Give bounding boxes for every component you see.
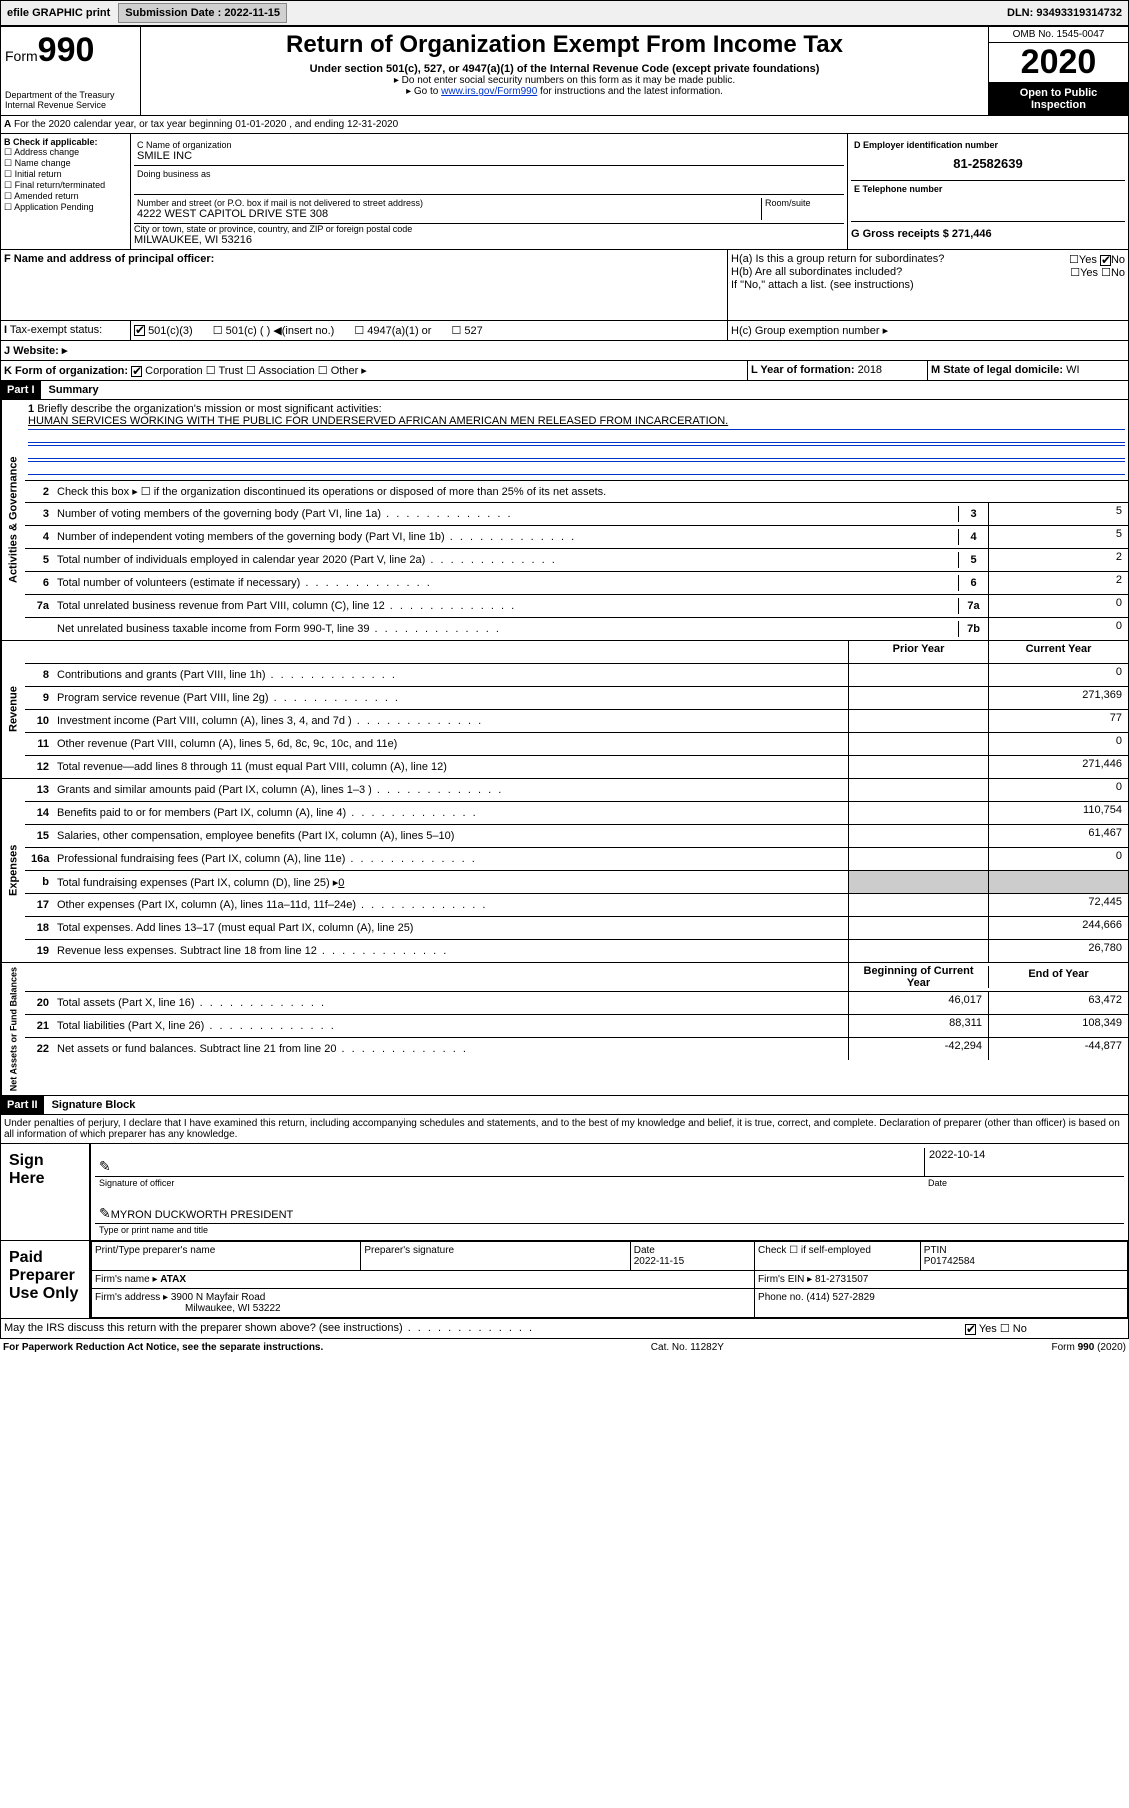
- vert-expenses: Expenses: [1, 779, 25, 962]
- ptin: P01742584: [924, 1256, 975, 1267]
- firm-phone: (414) 527-2829: [806, 1292, 874, 1303]
- firm-addr2: Milwaukee, WI 53222: [185, 1303, 281, 1314]
- box-deg: D Employer identification number81-25826…: [848, 134, 1128, 249]
- l4-val: 5: [988, 526, 1128, 548]
- submission-date[interactable]: Submission Date : 2022-11-15: [118, 3, 287, 23]
- box-f-label: F Name and address of principal officer:: [4, 253, 214, 265]
- firm-addr1: 3900 N Mayfair Road: [171, 1292, 266, 1303]
- corp-check[interactable]: [131, 366, 142, 377]
- l21-cy: 108,349: [988, 1015, 1128, 1037]
- l8-val: 0: [988, 664, 1128, 686]
- revenue-block: Revenue Prior YearCurrent Year 8Contribu…: [0, 641, 1129, 779]
- discuss-row: May the IRS discuss this return with the…: [0, 1319, 1129, 1339]
- top-bar: efile GRAPHIC print Submission Date : 20…: [0, 0, 1129, 26]
- year-formation: 2018: [858, 364, 882, 376]
- vert-netassets: Net Assets or Fund Balances: [1, 963, 25, 1095]
- org-address: 4222 WEST CAPITOL DRIVE STE 308: [137, 208, 761, 220]
- signature-block: Sign Here ✎2022-10-14 Signature of offic…: [0, 1144, 1129, 1319]
- website-label: J Website: ▸: [4, 345, 67, 357]
- irs-link[interactable]: www.irs.gov/Form990: [441, 86, 537, 97]
- l6-val: 2: [988, 572, 1128, 594]
- box-c: C Name of organizationSMILE INC Doing bu…: [131, 134, 848, 249]
- declaration: Under penalties of perjury, I declare th…: [0, 1115, 1129, 1144]
- l18-val: 244,666: [988, 917, 1128, 939]
- expenses-block: Expenses 13Grants and similar amounts pa…: [0, 779, 1129, 963]
- row-j: J Website: ▸: [0, 341, 1129, 361]
- form-title: Return of Organization Exempt From Incom…: [145, 31, 984, 59]
- l22-py: -42,294: [848, 1038, 988, 1060]
- dln: DLN: 93493319314732: [1001, 4, 1128, 22]
- tax-year: 2020: [989, 43, 1128, 83]
- inspection-label: Open to Public Inspection: [989, 83, 1128, 115]
- l14-val: 110,754: [988, 802, 1128, 824]
- efile-label: efile GRAPHIC print: [1, 4, 116, 22]
- l12-val: 271,446: [988, 756, 1128, 778]
- org-city: MILWAUKEE, WI 53216: [134, 234, 844, 246]
- row-klm: K Form of organization: Corporation ☐ Tr…: [0, 361, 1129, 381]
- vert-revenue: Revenue: [1, 641, 25, 778]
- l5-val: 2: [988, 549, 1128, 571]
- l9-val: 271,369: [988, 687, 1128, 709]
- ha-label: H(a) Is this a group return for subordin…: [731, 253, 1069, 266]
- 501c3-check[interactable]: [134, 325, 145, 336]
- form-number: Form990: [5, 31, 136, 70]
- vert-governance: Activities & Governance: [1, 400, 25, 640]
- sign-here-label: Sign Here: [1, 1144, 91, 1240]
- form-subtitle: Under section 501(c), 527, or 4947(a)(1)…: [145, 63, 984, 75]
- l22-cy: -44,877: [988, 1038, 1128, 1060]
- l20-py: 46,017: [848, 992, 988, 1014]
- paid-preparer-label: Paid Preparer Use Only: [1, 1241, 91, 1318]
- l11-val: 0: [988, 733, 1128, 755]
- ein: 81-2582639: [854, 150, 1122, 177]
- officer-name: MYRON DUCKWORTH PRESIDENT: [111, 1209, 294, 1221]
- part1-header: Part I: [1, 381, 41, 399]
- firm-ein: 81-2731507: [815, 1274, 868, 1285]
- hb-label: H(b) Are all subordinates included?: [731, 266, 1070, 279]
- l17-val: 72,445: [988, 894, 1128, 916]
- l7a-val: 0: [988, 595, 1128, 617]
- l7b-val: 0: [988, 618, 1128, 640]
- box-b: B Check if applicable: ☐ Address change …: [1, 134, 131, 249]
- omb-number: OMB No. 1545-0047: [989, 27, 1128, 43]
- row-fh: F Name and address of principal officer:…: [0, 250, 1129, 321]
- ssn-note: ▸ Do not enter social security numbers o…: [145, 75, 984, 86]
- l15-val: 61,467: [988, 825, 1128, 847]
- hc-label: H(c) Group exemption number ▸: [728, 321, 1128, 340]
- period-row: A For the 2020 calendar year, or tax yea…: [0, 116, 1129, 134]
- l19-val: 26,780: [988, 940, 1128, 962]
- prep-date: 2022-11-15: [634, 1256, 684, 1267]
- l10-val: 77: [988, 710, 1128, 732]
- l21-py: 88,311: [848, 1015, 988, 1037]
- page-footer: For Paperwork Reduction Act Notice, see …: [0, 1339, 1129, 1356]
- l20-cy: 63,472: [988, 992, 1128, 1014]
- irs-label: Internal Revenue Service: [5, 100, 136, 110]
- sig-date: 2022-10-14: [924, 1148, 1124, 1177]
- firm-name: ATAX: [160, 1274, 186, 1285]
- ifno-note: If "No," attach a list. (see instruction…: [731, 279, 1125, 291]
- ha-no-check[interactable]: [1100, 255, 1111, 266]
- l3-val: 5: [988, 503, 1128, 525]
- mission-text: HUMAN SERVICES WORKING WITH THE PUBLIC F…: [28, 415, 728, 427]
- preparer-table: Print/Type preparer's namePreparer's sig…: [91, 1241, 1128, 1318]
- info-block: B Check if applicable: ☐ Address change …: [0, 134, 1129, 250]
- link-note: ▸ Go to www.irs.gov/Form990 for instruct…: [145, 86, 984, 97]
- gross-receipts: G Gross receipts $ 271,446: [851, 228, 992, 240]
- netassets-block: Net Assets or Fund Balances Beginning of…: [0, 963, 1129, 1096]
- row-i: I Tax-exempt status: 501(c)(3) ☐ 501(c) …: [0, 321, 1129, 341]
- dept-treasury: Department of the Treasury: [5, 90, 136, 100]
- org-name: SMILE INC: [137, 150, 841, 162]
- activities-governance-block: Activities & Governance 1 Briefly descri…: [0, 400, 1129, 641]
- discuss-yes-check[interactable]: [965, 1324, 976, 1335]
- part2-header: Part II: [1, 1096, 44, 1114]
- form-header: Form990 Department of the Treasury Inter…: [0, 26, 1129, 116]
- l13-val: 0: [988, 779, 1128, 801]
- domicile-state: WI: [1066, 364, 1079, 376]
- l16a-val: 0: [988, 848, 1128, 870]
